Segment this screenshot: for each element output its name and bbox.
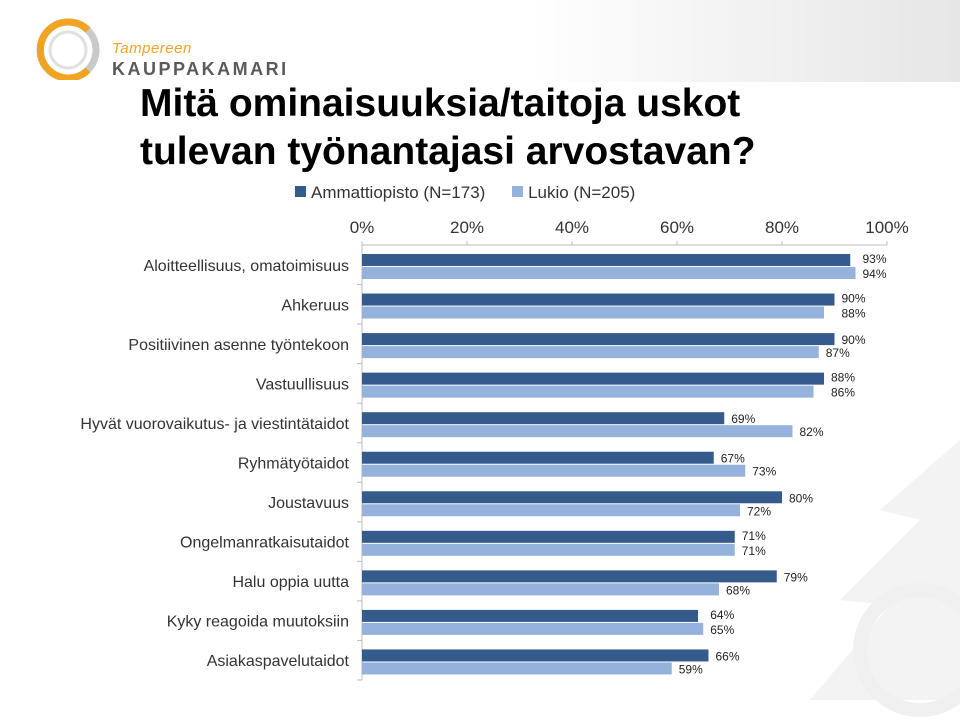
background-decoration bbox=[810, 440, 960, 717]
data-label-series-1: 66% bbox=[716, 649, 740, 663]
category-label: Joustavuus bbox=[268, 495, 349, 512]
category-label: Vastuullisuus bbox=[256, 376, 349, 393]
category-label: Ongelmanratkaisutaidot bbox=[180, 535, 350, 552]
data-label-series-2: 94% bbox=[863, 267, 887, 281]
bar-series-1 bbox=[362, 254, 851, 266]
data-label-series-2: 68% bbox=[726, 583, 750, 597]
bars bbox=[362, 254, 856, 675]
logo: Tampereen KAUPPAKAMARI bbox=[30, 14, 286, 82]
header-band bbox=[0, 0, 960, 82]
data-label-series-2: 71% bbox=[742, 544, 766, 558]
legend-label-series-2: Lukio (N=205) bbox=[528, 183, 636, 202]
x-tick-label: 100% bbox=[865, 218, 908, 237]
logo-mark-icon bbox=[36, 18, 100, 82]
category-label: Hyvät vuorovaikutus- ja viestintätaidot bbox=[80, 416, 349, 433]
legend-item-series-1: Ammattiopisto (N=173) bbox=[295, 183, 485, 203]
bar-series-2 bbox=[362, 306, 824, 319]
category-label: Positiivinen asenne työntekoon bbox=[128, 337, 349, 354]
legend-swatch-series-2 bbox=[512, 186, 524, 197]
logo-line-1: Tampereen bbox=[112, 40, 192, 57]
data-label-series-2: 65% bbox=[710, 623, 734, 637]
bar-series-2 bbox=[362, 385, 814, 398]
data-label-series-2: 72% bbox=[747, 504, 771, 518]
category-labels: Aloitteellisuus, omatoimisuus Ahkeruus Pos… bbox=[80, 258, 349, 670]
bar-series-2 bbox=[362, 504, 740, 517]
data-label-series-1: 88% bbox=[831, 371, 855, 385]
data-label-series-1: 71% bbox=[742, 529, 766, 543]
data-label-series-1: 90% bbox=[842, 292, 866, 306]
data-label-series-1: 64% bbox=[710, 608, 734, 622]
bar-series-2 bbox=[362, 583, 719, 596]
data-label-series-1: 90% bbox=[842, 333, 866, 347]
page-title: Mitä ominaisuuksia/taitoja uskot tulevan… bbox=[140, 80, 840, 176]
x-tick-label: 60% bbox=[660, 218, 694, 237]
category-label: Ryhmätyötaidot bbox=[238, 456, 350, 473]
category-label: Ahkeruus bbox=[281, 297, 349, 314]
x-tick-label: 40% bbox=[555, 218, 589, 237]
bar-series-2 bbox=[362, 267, 856, 279]
legend-label-series-1: Ammattiopisto (N=173) bbox=[311, 183, 486, 202]
bar-series-1 bbox=[362, 649, 709, 662]
bar-series-1 bbox=[362, 333, 835, 346]
bar-series-1 bbox=[362, 609, 698, 622]
category-label: Aloitteellisuus, omatoimisuus bbox=[144, 258, 349, 275]
bar-series-1 bbox=[362, 451, 714, 464]
x-tick-label: 80% bbox=[765, 218, 799, 237]
data-labels: 93%94%90%88%90%87%88%86%69%82%67%73%80%7… bbox=[679, 252, 887, 676]
bar-series-1 bbox=[362, 491, 782, 504]
legend-item-series-2: Lukio (N=205) bbox=[512, 183, 635, 203]
logo-line-2: KAUPPAKAMARI bbox=[112, 59, 289, 79]
bar-series-1 bbox=[362, 293, 835, 306]
data-label-series-1: 93% bbox=[863, 252, 887, 266]
chart-legend: Ammattiopisto (N=173) Lukio (N=205) bbox=[295, 183, 657, 203]
bar-series-2 bbox=[362, 425, 793, 438]
bar-series-1 bbox=[362, 412, 725, 425]
data-label-series-2: 82% bbox=[800, 425, 824, 439]
legend-swatch-series-1 bbox=[295, 186, 306, 197]
bar-series-2 bbox=[362, 543, 735, 556]
category-label: Asiakaspavelutaidot bbox=[207, 653, 350, 670]
bar-series-2 bbox=[362, 662, 672, 675]
data-label-series-2: 86% bbox=[831, 386, 855, 400]
data-label-series-2: 88% bbox=[842, 307, 866, 321]
data-label-series-2: 87% bbox=[826, 346, 850, 360]
bar-series-2 bbox=[362, 464, 746, 477]
bar-series-1 bbox=[362, 570, 777, 583]
bar-series-1 bbox=[362, 530, 735, 543]
bar-series-2 bbox=[362, 346, 819, 359]
data-label-series-1: 67% bbox=[721, 452, 745, 466]
bar-series-1 bbox=[362, 372, 824, 385]
data-label-series-1: 80% bbox=[789, 491, 813, 505]
page-title-line-1: Mitä ominaisuuksia/taitoja uskot bbox=[140, 82, 741, 125]
data-label-series-2: 73% bbox=[752, 465, 776, 479]
x-tick-label: 0% bbox=[350, 218, 375, 237]
x-tick-label: 20% bbox=[450, 218, 484, 237]
category-label: Halu oppia uutta bbox=[232, 574, 349, 591]
page-title-line-2: tulevan työnantajasi arvostavan? bbox=[140, 130, 756, 173]
bar-series-2 bbox=[362, 622, 704, 635]
x-axis-ticks: 0% 20% 40% 60% 80% 100% bbox=[350, 218, 909, 245]
data-label-series-2: 59% bbox=[679, 662, 703, 676]
data-label-series-1: 69% bbox=[731, 412, 755, 426]
category-label: Kyky reagoida muutoksiin bbox=[167, 614, 349, 631]
data-label-series-1: 79% bbox=[784, 570, 808, 584]
